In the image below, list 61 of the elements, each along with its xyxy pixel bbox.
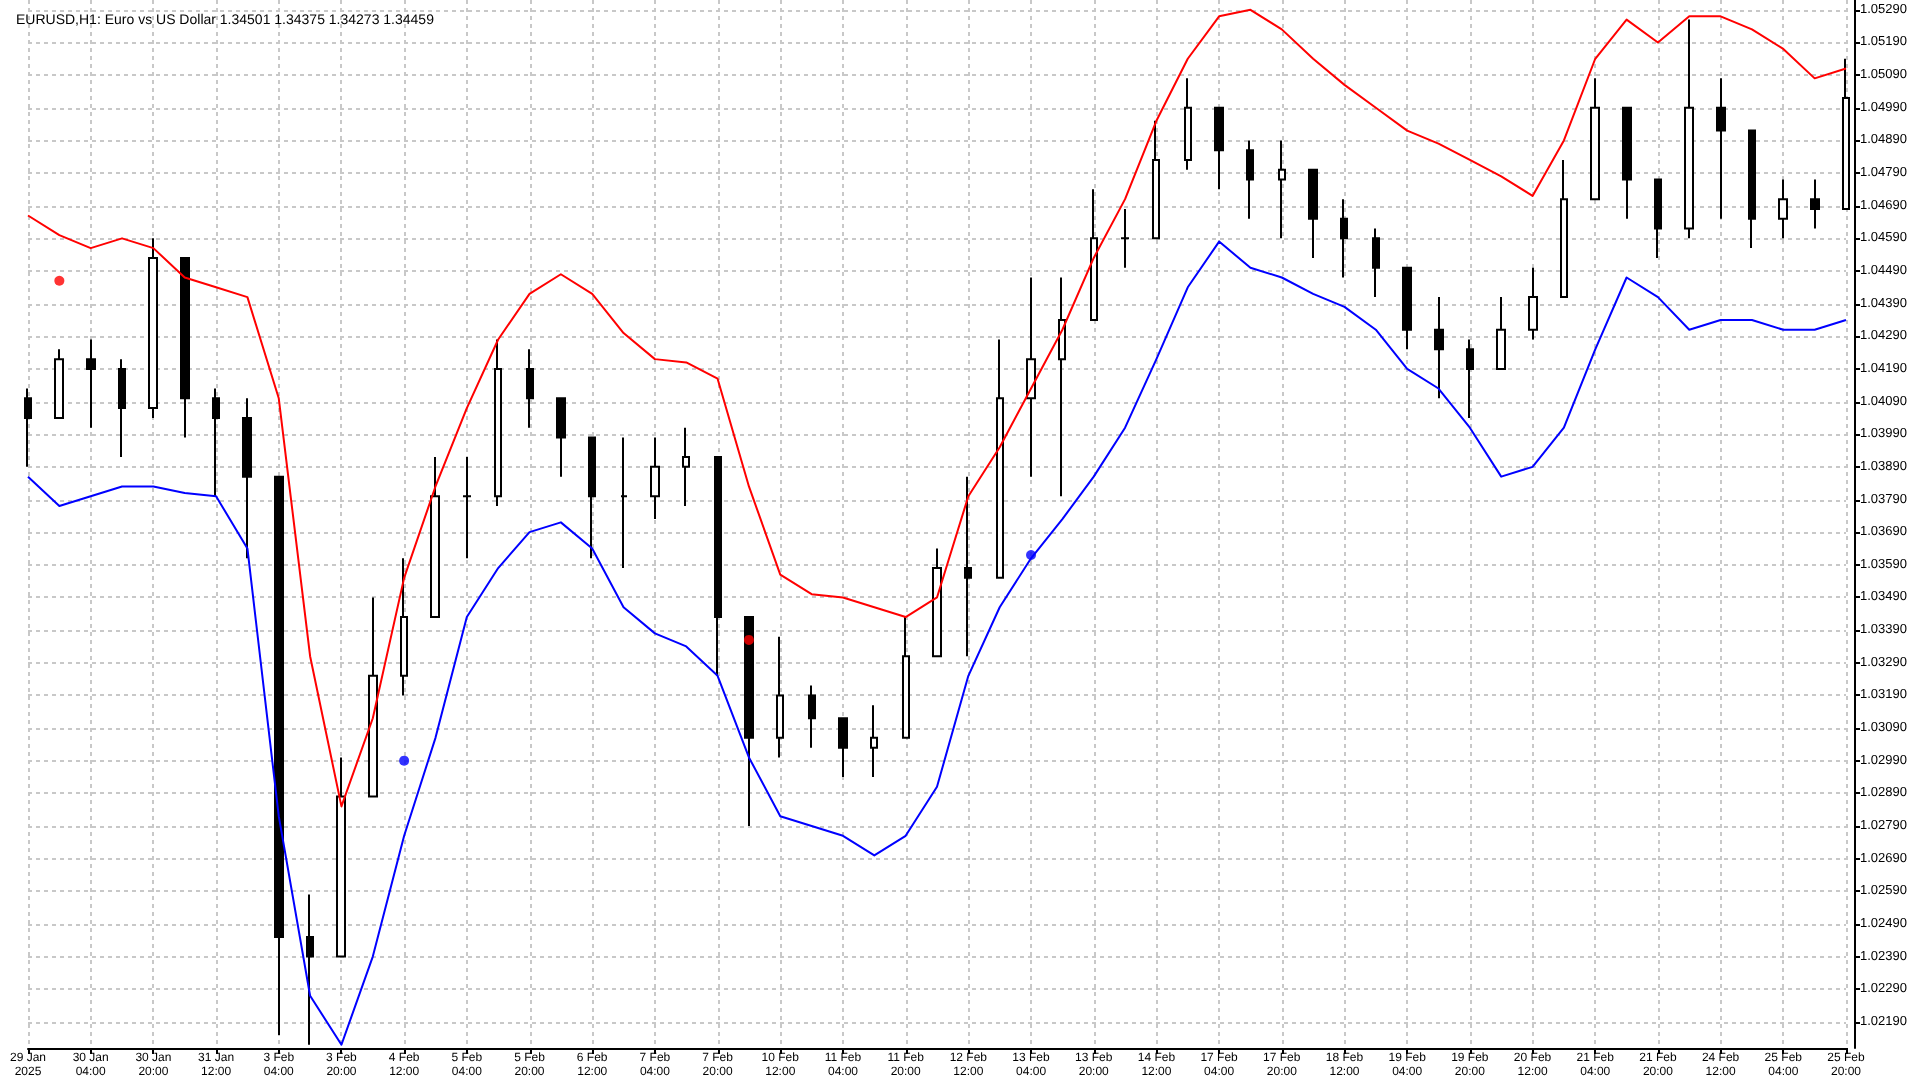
candlestick <box>1372 227 1380 299</box>
candlestick <box>808 684 816 749</box>
candlestick <box>744 616 754 827</box>
candlestick <box>996 338 1004 579</box>
candlestick <box>650 436 660 521</box>
candlestick <box>1214 106 1224 191</box>
candlestick <box>494 338 502 508</box>
point <box>1026 550 1037 561</box>
candlestick <box>682 426 690 508</box>
candlestick <box>1184 77 1192 171</box>
candlestick <box>1716 77 1726 220</box>
candlestick <box>556 397 566 478</box>
candlestick <box>1622 106 1632 220</box>
candlestick <box>148 237 158 419</box>
candlestick <box>212 387 220 498</box>
point <box>399 755 410 766</box>
candlestick <box>1684 18 1694 240</box>
candlestick <box>400 557 408 697</box>
candlestick <box>1810 178 1820 230</box>
candlestick <box>1340 198 1348 279</box>
candlestick <box>714 456 722 677</box>
candlestick <box>1152 119 1160 240</box>
candlestick <box>430 456 440 619</box>
candlestick <box>1590 77 1600 201</box>
candlestick <box>54 348 64 419</box>
candlestick <box>118 358 126 459</box>
candlestick <box>1026 276 1036 478</box>
candlestick <box>776 635 784 759</box>
candlestick <box>932 547 942 658</box>
candlestick <box>1402 266 1412 351</box>
candlestick <box>1466 338 1474 419</box>
candlestick <box>1308 168 1318 259</box>
candlestick <box>180 256 190 439</box>
candlestick <box>368 596 378 798</box>
candlestick <box>620 436 628 570</box>
candlestick <box>964 475 972 658</box>
point <box>743 634 754 645</box>
candlestick <box>1842 57 1850 210</box>
candlestick <box>1058 276 1066 498</box>
candlestick <box>1528 266 1538 341</box>
candlestick <box>86 338 96 429</box>
point <box>54 275 65 286</box>
candlestick <box>1434 296 1444 400</box>
candlestick <box>1278 139 1286 240</box>
candlestick <box>870 704 878 779</box>
candlestick <box>526 348 534 429</box>
candlestick <box>1560 158 1568 299</box>
candlestick <box>1120 207 1130 269</box>
candlestick <box>902 616 910 739</box>
candlestick <box>24 387 32 468</box>
candlestick <box>1778 178 1788 240</box>
candlestick <box>242 397 252 560</box>
candlestick <box>1654 178 1662 259</box>
candlestick <box>838 717 848 779</box>
candlestick <box>462 456 472 560</box>
candlestick <box>588 436 596 560</box>
candlestick <box>1496 296 1506 370</box>
candlestick <box>336 756 346 958</box>
candlestick <box>1246 139 1254 220</box>
candlestick <box>1748 129 1756 250</box>
candlestick <box>1090 188 1098 321</box>
